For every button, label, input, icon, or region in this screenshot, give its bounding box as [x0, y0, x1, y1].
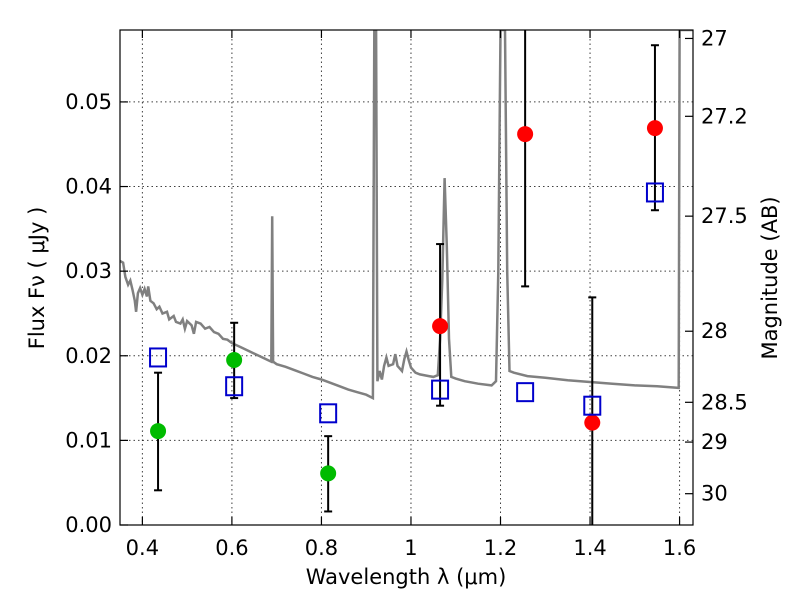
data-point — [432, 318, 449, 335]
x-axis: 0.4 0.6 0.8 1 1.2 1.4 1.6 — [126, 30, 696, 560]
data-point — [320, 465, 337, 482]
data-point-square — [225, 376, 244, 397]
y2-tick-label: 29 — [701, 430, 728, 454]
x-tick-label: 1.4 — [573, 536, 606, 560]
y2-tick-label: 28 — [701, 319, 728, 343]
data-point-square — [583, 395, 602, 416]
grid-layer — [120, 30, 693, 526]
x-axis-label: Wavelength λ (μm) — [306, 565, 507, 589]
data-point — [584, 414, 601, 431]
model-spectrum-line — [120, 30, 693, 401]
y-tick-label: 0.00 — [65, 513, 112, 537]
y2-tick-label: 27.2 — [701, 104, 748, 128]
data-point-square — [319, 403, 338, 424]
x-tick-label: 0.4 — [126, 536, 159, 560]
y-tick-label: 0.04 — [65, 175, 112, 199]
y2-tick-label: 30 — [701, 482, 728, 506]
y-axis-right: 27 27.2 27.5 28 28.5 29 30 — [685, 26, 748, 506]
data-point — [150, 423, 167, 440]
data-point — [517, 126, 534, 143]
y2-tick-label: 27 — [701, 26, 728, 50]
data-point-square — [149, 347, 168, 368]
data-point — [646, 120, 663, 137]
data-point-square — [516, 382, 535, 403]
data-point — [226, 352, 243, 368]
y-tick-label: 0.01 — [65, 428, 112, 452]
plot-frame — [119, 29, 694, 526]
y-axis-label: Flux Fν ( μJy ) — [25, 207, 49, 350]
y-axis-left: 0.00 0.01 0.02 0.03 0.04 0.05 — [65, 90, 128, 537]
y2-axis-label: Magnitude (AB) — [758, 196, 782, 359]
y2-tick-label: 27.5 — [701, 204, 748, 228]
plot-area — [120, 30, 693, 525]
y-tick-label: 0.02 — [65, 344, 112, 368]
x-tick-label: 0.8 — [305, 536, 338, 560]
data-point-square — [431, 379, 450, 400]
data-point-square — [645, 182, 664, 203]
y-tick-label: 0.05 — [65, 90, 112, 114]
x-tick-label: 1.2 — [484, 536, 517, 560]
x-tick-label: 1 — [404, 536, 417, 560]
y2-tick-label: 28.5 — [701, 390, 748, 414]
x-tick-label: 0.6 — [215, 536, 248, 560]
y-tick-label: 0.03 — [65, 259, 112, 283]
x-tick-label: 1.6 — [663, 536, 696, 560]
